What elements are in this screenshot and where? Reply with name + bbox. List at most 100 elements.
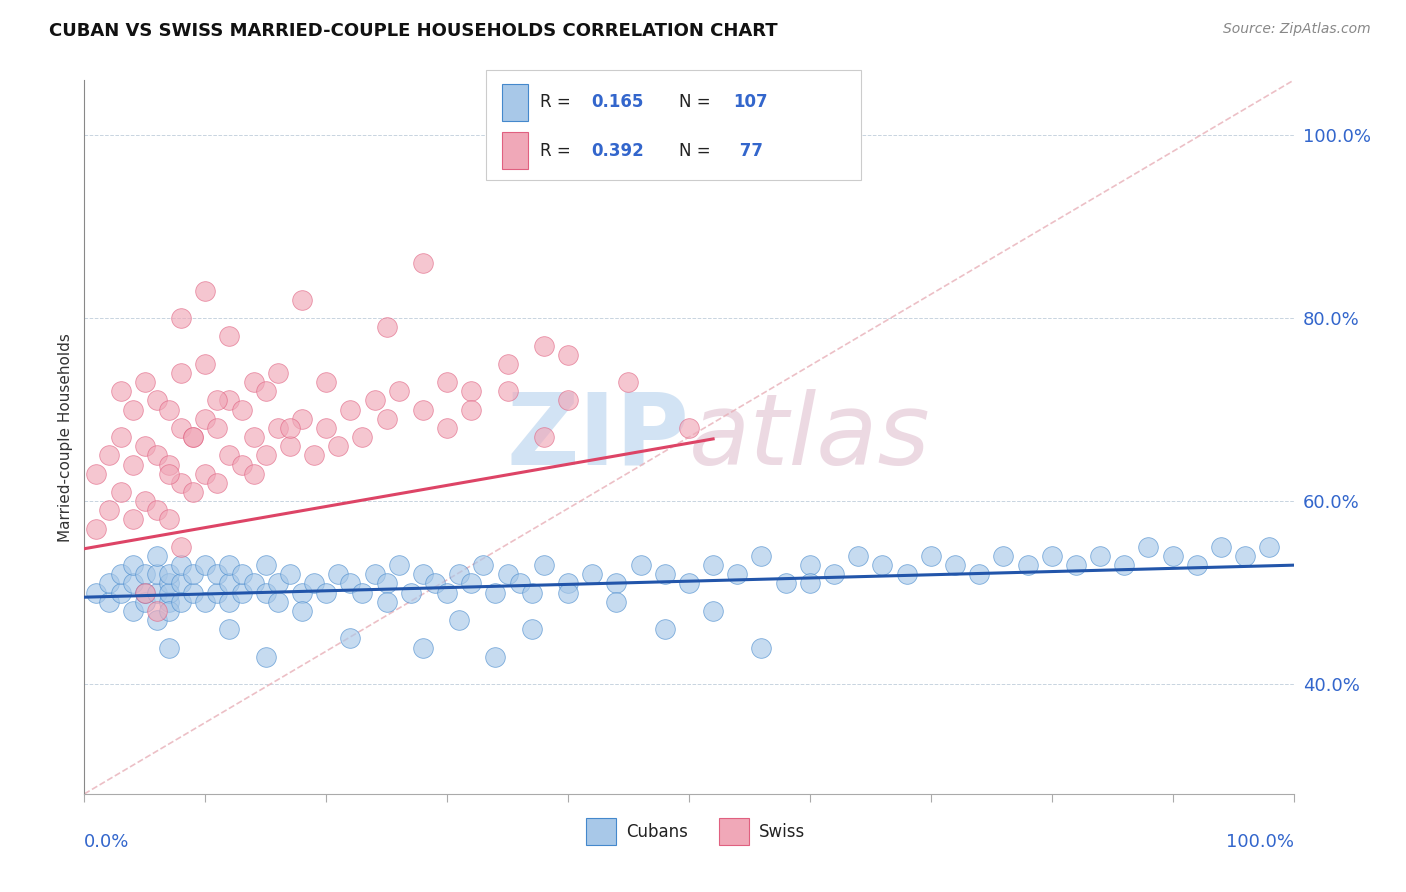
Point bbox=[460, 402, 482, 417]
Point bbox=[218, 622, 240, 636]
Point bbox=[194, 467, 217, 481]
Point bbox=[110, 567, 132, 582]
Text: CUBAN VS SWISS MARRIED-COUPLE HOUSEHOLDS CORRELATION CHART: CUBAN VS SWISS MARRIED-COUPLE HOUSEHOLDS… bbox=[49, 22, 778, 40]
Point bbox=[993, 549, 1015, 563]
Point bbox=[254, 384, 277, 399]
Point bbox=[302, 449, 325, 463]
Point bbox=[242, 576, 264, 591]
Point bbox=[557, 576, 579, 591]
Point bbox=[872, 558, 894, 573]
Point bbox=[630, 558, 652, 573]
Point bbox=[654, 622, 676, 636]
Point bbox=[375, 411, 398, 425]
Point bbox=[218, 558, 240, 573]
Point bbox=[181, 567, 204, 582]
Point bbox=[157, 595, 180, 609]
Text: Cubans: Cubans bbox=[626, 822, 688, 840]
Point bbox=[267, 576, 290, 591]
Text: Swiss: Swiss bbox=[759, 822, 806, 840]
Point bbox=[121, 558, 143, 573]
Point bbox=[509, 576, 531, 591]
Point bbox=[557, 393, 579, 408]
Point bbox=[846, 549, 869, 563]
Point bbox=[110, 384, 132, 399]
Point bbox=[218, 449, 240, 463]
Point bbox=[207, 475, 229, 490]
Point bbox=[170, 540, 193, 554]
Point bbox=[231, 567, 253, 582]
Point bbox=[254, 649, 277, 664]
Point bbox=[121, 604, 143, 618]
Point bbox=[291, 604, 314, 618]
Point bbox=[207, 567, 229, 582]
Point bbox=[157, 458, 180, 472]
Point bbox=[375, 576, 398, 591]
Point bbox=[557, 348, 579, 362]
Point bbox=[110, 430, 132, 444]
Point bbox=[678, 576, 700, 591]
Text: N =: N = bbox=[679, 94, 716, 112]
Point bbox=[181, 430, 204, 444]
Point bbox=[605, 576, 627, 591]
Point bbox=[388, 384, 411, 399]
Point bbox=[1258, 540, 1281, 554]
Point bbox=[896, 567, 918, 582]
Point bbox=[654, 567, 676, 582]
Point bbox=[412, 640, 434, 655]
Point bbox=[702, 604, 724, 618]
Point bbox=[121, 402, 143, 417]
Point bbox=[436, 375, 458, 389]
Point bbox=[218, 595, 240, 609]
Point bbox=[363, 393, 385, 408]
Point bbox=[194, 411, 217, 425]
Point bbox=[121, 512, 143, 526]
Bar bbox=[502, 132, 529, 169]
Point bbox=[460, 384, 482, 399]
Point bbox=[1209, 540, 1232, 554]
Point bbox=[170, 595, 193, 609]
Point bbox=[291, 411, 314, 425]
Point bbox=[533, 338, 555, 352]
Bar bbox=[502, 84, 529, 121]
Point bbox=[702, 558, 724, 573]
Text: 0.165: 0.165 bbox=[591, 94, 644, 112]
Point bbox=[412, 402, 434, 417]
Point bbox=[412, 256, 434, 270]
Point bbox=[943, 558, 966, 573]
Point bbox=[363, 567, 385, 582]
Point bbox=[484, 649, 506, 664]
Point bbox=[496, 384, 519, 399]
Point bbox=[823, 567, 845, 582]
Point bbox=[520, 622, 543, 636]
Text: R =: R = bbox=[540, 94, 576, 112]
Point bbox=[291, 585, 314, 599]
Point bbox=[496, 567, 519, 582]
Point bbox=[605, 595, 627, 609]
Point bbox=[352, 585, 374, 599]
Point bbox=[775, 576, 797, 591]
Text: R =: R = bbox=[540, 142, 576, 160]
Point bbox=[146, 604, 169, 618]
Point bbox=[1017, 558, 1039, 573]
Point bbox=[170, 558, 193, 573]
Point bbox=[267, 366, 290, 380]
Point bbox=[267, 421, 290, 435]
Point bbox=[1040, 549, 1063, 563]
Point bbox=[157, 585, 180, 599]
Point bbox=[278, 439, 301, 453]
Point bbox=[134, 585, 156, 599]
Point bbox=[146, 613, 169, 627]
Point bbox=[339, 576, 361, 591]
Point bbox=[267, 595, 290, 609]
Point bbox=[449, 567, 471, 582]
Point bbox=[315, 375, 337, 389]
Point bbox=[388, 558, 411, 573]
Point bbox=[799, 576, 821, 591]
Point bbox=[121, 576, 143, 591]
Point bbox=[302, 576, 325, 591]
Text: 0.0%: 0.0% bbox=[84, 833, 129, 851]
Point bbox=[194, 558, 217, 573]
Point bbox=[242, 467, 264, 481]
Point bbox=[278, 421, 301, 435]
Point bbox=[254, 585, 277, 599]
